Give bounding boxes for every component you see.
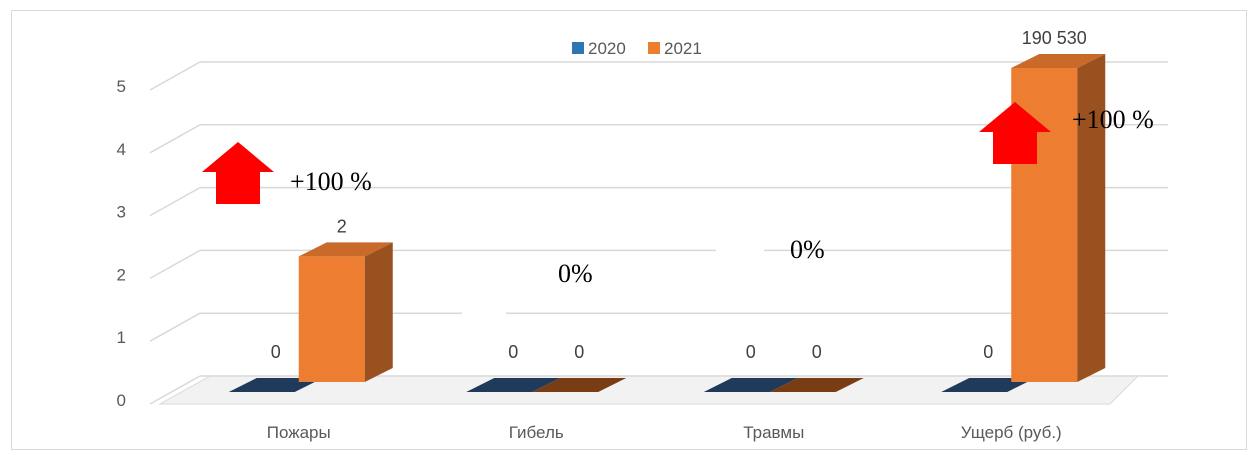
- bar-2021: [298, 256, 365, 382]
- bar-2021: [532, 378, 627, 392]
- y-tick-label: 4: [117, 140, 126, 159]
- data-label: 2: [337, 216, 347, 236]
- bar-2020: [703, 378, 798, 392]
- annotation-label: +100 %: [290, 167, 372, 196]
- gridline-side: [149, 249, 201, 280]
- grid-gap: [716, 224, 764, 252]
- y-tick-label: 3: [117, 203, 126, 222]
- gridline-side: [149, 375, 201, 405]
- data-label: 0: [574, 342, 584, 362]
- gridline-side: [149, 124, 201, 154]
- data-label: 190 530: [1022, 28, 1087, 48]
- x-tick-label: Травмы: [743, 423, 804, 442]
- bar-2021: [769, 378, 864, 392]
- bar-2020: [466, 378, 561, 392]
- grid-gap: [462, 280, 506, 316]
- x-tick-label: Ущерб (руб.): [961, 423, 1062, 442]
- gridline-side: [149, 312, 201, 342]
- bar-top: [1011, 54, 1106, 68]
- legend-label-2021: 2021: [664, 39, 702, 58]
- annotation-label: +100 %: [1072, 105, 1154, 134]
- legend-label-2020: 2020: [588, 39, 626, 58]
- y-tick-label: 5: [117, 77, 126, 96]
- data-label: 0: [508, 342, 518, 362]
- up-arrow-icon: [202, 142, 274, 204]
- data-label: 0: [812, 342, 822, 362]
- bar-top: [298, 242, 393, 257]
- x-tick-label: Пожары: [267, 423, 331, 442]
- x-tick-label: Гибель: [509, 423, 564, 442]
- legend-swatch-2021: [648, 42, 660, 54]
- bar-side: [1077, 54, 1106, 382]
- data-label: 0: [271, 342, 281, 362]
- y-tick-label: 2: [117, 265, 126, 284]
- annotation-label: 0%: [558, 259, 593, 288]
- gridline-side: [149, 186, 201, 217]
- y-tick-label: 1: [117, 328, 126, 347]
- gridline-side: [149, 61, 201, 91]
- legend-swatch-2020: [572, 42, 584, 54]
- up-arrow-icon: [979, 102, 1051, 164]
- y-tick-label: 0: [117, 391, 126, 410]
- bar-side: [364, 242, 393, 382]
- annotation-label: 0%: [790, 235, 825, 264]
- data-label: 0: [746, 342, 756, 362]
- data-label: 0: [983, 342, 993, 362]
